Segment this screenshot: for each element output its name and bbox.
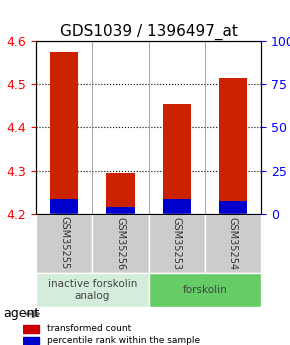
Text: GSM35254: GSM35254 <box>228 217 238 270</box>
Text: percentile rank within the sample: percentile rank within the sample <box>47 336 200 345</box>
FancyBboxPatch shape <box>148 214 205 273</box>
FancyBboxPatch shape <box>36 214 93 273</box>
Text: forskolin: forskolin <box>182 285 227 295</box>
Bar <box>219 78 247 214</box>
Title: GDS1039 / 1396497_at: GDS1039 / 1396497_at <box>60 24 238 40</box>
Bar <box>106 207 135 214</box>
Text: GSM35256: GSM35256 <box>115 217 126 270</box>
Bar <box>50 52 78 214</box>
FancyBboxPatch shape <box>93 214 148 273</box>
Bar <box>163 198 191 214</box>
Text: inactive forskolin
analog: inactive forskolin analog <box>48 279 137 300</box>
Text: transformed count: transformed count <box>47 324 131 333</box>
Text: GSM35253: GSM35253 <box>172 217 182 270</box>
Bar <box>23 325 39 333</box>
FancyBboxPatch shape <box>36 273 148 307</box>
Text: GSM35255: GSM35255 <box>59 216 69 270</box>
Bar <box>50 198 78 214</box>
FancyBboxPatch shape <box>148 273 261 307</box>
Bar <box>219 201 247 214</box>
Text: agent: agent <box>3 307 39 321</box>
Bar <box>163 104 191 214</box>
Bar <box>23 337 39 344</box>
Bar <box>106 173 135 214</box>
FancyBboxPatch shape <box>205 214 261 273</box>
